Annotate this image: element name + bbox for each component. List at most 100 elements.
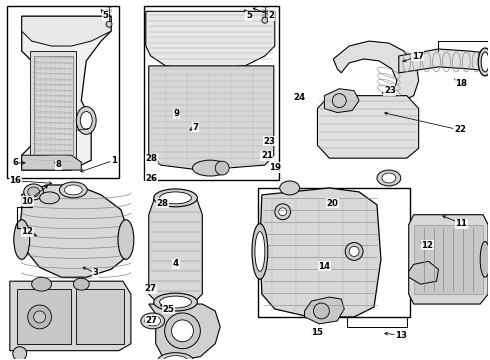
Ellipse shape <box>160 192 192 204</box>
Polygon shape <box>399 49 488 73</box>
Circle shape <box>345 243 363 260</box>
Ellipse shape <box>478 48 490 76</box>
Circle shape <box>262 17 268 23</box>
Ellipse shape <box>28 187 40 197</box>
Text: 20: 20 <box>326 199 339 208</box>
Polygon shape <box>149 66 274 170</box>
Text: 17: 17 <box>412 51 424 60</box>
Ellipse shape <box>145 316 161 326</box>
Text: 27: 27 <box>146 315 158 324</box>
Text: 10: 10 <box>21 197 33 206</box>
Circle shape <box>349 247 359 256</box>
Circle shape <box>314 303 329 319</box>
Ellipse shape <box>382 173 396 183</box>
Text: 23: 23 <box>384 86 396 95</box>
Polygon shape <box>146 11 275 69</box>
Ellipse shape <box>64 185 82 195</box>
Ellipse shape <box>160 296 192 308</box>
Circle shape <box>275 204 291 220</box>
Text: 16: 16 <box>9 176 22 185</box>
Polygon shape <box>409 261 439 284</box>
Text: 2: 2 <box>269 11 275 20</box>
Text: 7: 7 <box>193 123 198 132</box>
Bar <box>258 188 410 317</box>
Ellipse shape <box>24 184 44 200</box>
Polygon shape <box>149 195 202 304</box>
Circle shape <box>13 347 26 360</box>
Bar <box>34 56 74 155</box>
Ellipse shape <box>193 160 228 176</box>
Text: 6: 6 <box>13 158 19 167</box>
Text: 21: 21 <box>261 151 273 160</box>
Text: 28: 28 <box>156 199 169 208</box>
Ellipse shape <box>59 182 87 198</box>
Ellipse shape <box>280 181 299 195</box>
Ellipse shape <box>76 107 96 134</box>
Ellipse shape <box>141 313 165 329</box>
Circle shape <box>172 320 194 342</box>
Text: 4: 4 <box>173 260 179 269</box>
Circle shape <box>215 161 229 175</box>
Ellipse shape <box>80 112 92 129</box>
Text: 11: 11 <box>455 219 467 228</box>
Polygon shape <box>22 16 111 170</box>
Ellipse shape <box>154 189 197 207</box>
Text: 5: 5 <box>102 11 108 20</box>
Text: 9: 9 <box>174 109 180 118</box>
Ellipse shape <box>32 277 51 291</box>
Text: 1: 1 <box>111 156 117 165</box>
Polygon shape <box>318 96 418 158</box>
Text: 8: 8 <box>55 160 61 169</box>
Polygon shape <box>409 215 488 304</box>
Polygon shape <box>333 41 418 103</box>
Text: 18: 18 <box>455 79 467 88</box>
Polygon shape <box>305 297 344 324</box>
Text: 14: 14 <box>318 262 330 271</box>
Polygon shape <box>22 155 81 170</box>
Ellipse shape <box>252 224 268 279</box>
Text: 25: 25 <box>162 305 174 314</box>
Bar <box>17 289 72 344</box>
Ellipse shape <box>74 278 89 290</box>
Text: 3: 3 <box>92 268 98 277</box>
Bar <box>144 6 279 180</box>
Ellipse shape <box>480 242 490 277</box>
Text: 23: 23 <box>264 137 276 146</box>
Polygon shape <box>20 185 129 277</box>
Polygon shape <box>324 89 359 113</box>
Ellipse shape <box>118 220 134 260</box>
Text: 24: 24 <box>294 93 306 102</box>
Polygon shape <box>10 281 131 351</box>
Ellipse shape <box>40 192 59 204</box>
Polygon shape <box>22 16 111 46</box>
Text: 28: 28 <box>146 154 158 163</box>
Text: 13: 13 <box>394 331 407 340</box>
Circle shape <box>332 94 346 108</box>
Text: 5: 5 <box>246 11 252 20</box>
Text: 12: 12 <box>421 240 433 249</box>
Polygon shape <box>149 304 220 360</box>
Circle shape <box>28 305 51 329</box>
Polygon shape <box>260 188 381 317</box>
Circle shape <box>34 311 46 323</box>
Text: 27: 27 <box>144 284 156 293</box>
Ellipse shape <box>164 356 188 360</box>
Ellipse shape <box>154 293 197 311</box>
Text: 22: 22 <box>454 126 466 135</box>
Text: 12: 12 <box>21 227 33 236</box>
Ellipse shape <box>255 231 265 271</box>
Text: 15: 15 <box>311 328 323 337</box>
Text: 26: 26 <box>146 174 158 183</box>
Circle shape <box>165 313 200 349</box>
Text: 19: 19 <box>269 163 281 172</box>
Ellipse shape <box>14 220 30 260</box>
Circle shape <box>279 208 287 216</box>
Bar <box>414 225 483 294</box>
Circle shape <box>106 21 112 27</box>
Ellipse shape <box>377 170 401 186</box>
Polygon shape <box>30 51 76 160</box>
Ellipse shape <box>481 52 489 72</box>
Ellipse shape <box>158 353 194 360</box>
Bar <box>7 6 119 178</box>
Polygon shape <box>324 220 367 247</box>
